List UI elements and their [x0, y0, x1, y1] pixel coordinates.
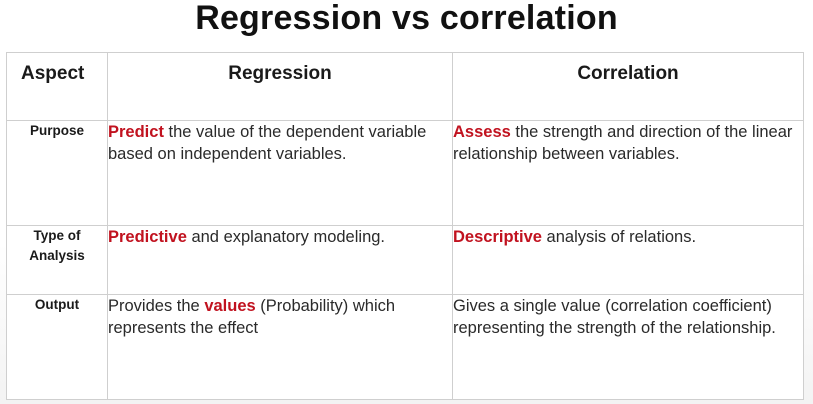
highlight-term: Assess [453, 123, 511, 141]
aspect-cell: Output [6, 294, 108, 400]
highlight-term: values [204, 297, 256, 315]
regression-cell: Provides the values (Probability) which … [107, 294, 453, 400]
aspect-cell: Type of Analysis [6, 225, 108, 295]
header-row: Aspect Regression Correlation [6, 52, 804, 121]
header-correlation: Correlation [452, 52, 804, 121]
cell-text: (Probability) which represents the effec… [108, 297, 396, 337]
highlight-term: Predictive [108, 228, 187, 246]
correlation-cell: Assess the strength and direction of the… [452, 120, 804, 226]
regression-cell: Predict the value of the dependent varia… [107, 120, 453, 226]
aspect-line: Analysis [29, 248, 85, 263]
highlight-term: Predict [108, 123, 164, 141]
cell-text: the value of the dependent variable base… [108, 123, 427, 163]
cell-text: the strength and direction of the linear… [453, 123, 793, 163]
header-regression: Regression [107, 52, 453, 121]
cell-text: Provides the [108, 297, 205, 315]
table-row-type-of-analysis: Type of Analysis Predictive and explanato… [6, 225, 804, 295]
correlation-cell: Descriptive analysis of relations. [452, 225, 804, 295]
cell-text: Gives a single value (correlation coeffi… [453, 297, 776, 337]
aspect-line: Type of [33, 228, 81, 243]
comparison-table: Aspect Regression Correlation Purpose Pr… [6, 52, 804, 400]
table-row-output: Output Provides the values (Probability)… [6, 294, 804, 400]
aspect-cell: Purpose [6, 120, 108, 226]
cell-text: and explanatory modeling. [186, 228, 386, 246]
correlation-cell: Gives a single value (correlation coeffi… [452, 294, 804, 400]
table-row-purpose: Purpose Predict the value of the depende… [6, 120, 804, 226]
cell-text: analysis of relations. [541, 228, 697, 246]
header-aspect: Aspect [6, 52, 108, 121]
regression-cell: Predictive and explanatory modeling. [107, 225, 453, 295]
highlight-term: Descriptive [453, 228, 542, 246]
slide-title: Regression vs correlation [195, 0, 618, 37]
